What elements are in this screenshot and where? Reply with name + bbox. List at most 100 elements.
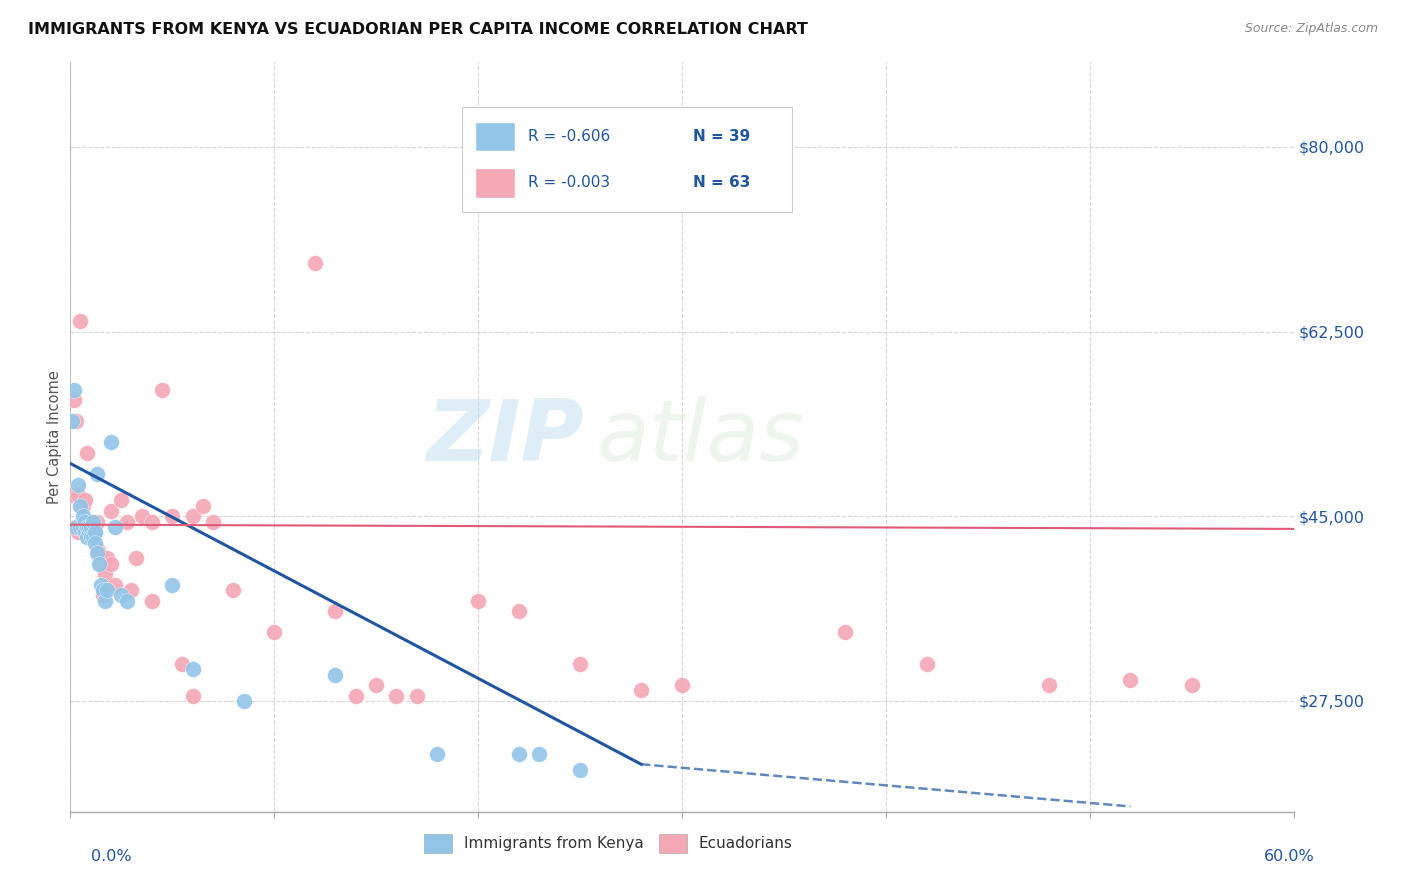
Point: [73, 515, 96, 529]
Point: [385, 689, 408, 703]
Point: [1181, 678, 1204, 692]
Point: [263, 625, 285, 640]
Point: [87, 557, 110, 571]
Point: [77, 524, 100, 539]
Point: [82, 530, 104, 544]
Point: [63, 383, 86, 397]
Point: [630, 683, 652, 698]
Point: [67, 524, 90, 539]
Point: [323, 604, 347, 618]
Point: [834, 625, 856, 640]
Point: [76, 520, 98, 534]
Point: [72, 515, 94, 529]
Point: [141, 593, 163, 607]
Point: [406, 689, 429, 703]
Point: [162, 578, 183, 592]
Point: [87, 546, 110, 560]
Point: [96, 551, 118, 566]
Point: [508, 604, 530, 618]
Point: [366, 678, 388, 692]
Point: [915, 657, 938, 671]
Point: [83, 524, 105, 539]
Text: atlas: atlas: [596, 395, 804, 479]
Point: [91, 588, 114, 602]
Text: Source: ZipAtlas.com: Source: ZipAtlas.com: [1244, 22, 1378, 36]
Point: [222, 583, 245, 598]
Point: [162, 509, 183, 524]
Point: [65, 520, 87, 534]
Point: [91, 583, 114, 598]
Point: [79, 515, 103, 529]
Point: [104, 578, 127, 592]
Text: 0.0%: 0.0%: [91, 849, 132, 863]
Point: [76, 520, 98, 534]
Point: [232, 694, 254, 708]
Point: [426, 747, 449, 761]
Point: [69, 499, 91, 513]
Text: IMMIGRANTS FROM KENYA VS ECUADORIAN PER CAPITA INCOME CORRELATION CHART: IMMIGRANTS FROM KENYA VS ECUADORIAN PER …: [28, 22, 808, 37]
Point: [191, 499, 214, 513]
Point: [65, 414, 87, 428]
Point: [124, 551, 146, 566]
Point: [90, 578, 112, 592]
Point: [73, 524, 96, 539]
Point: [77, 515, 100, 529]
Point: [60, 488, 83, 502]
Point: [73, 493, 96, 508]
Y-axis label: Per Capita Income: Per Capita Income: [46, 370, 62, 504]
Point: [323, 667, 347, 681]
Point: [76, 446, 98, 460]
Point: [94, 593, 117, 607]
Point: [83, 535, 105, 549]
Point: [79, 520, 103, 534]
Text: ZIP: ZIP: [426, 395, 583, 479]
Point: [117, 515, 139, 529]
Point: [150, 383, 173, 397]
Point: [82, 515, 104, 529]
Point: [172, 657, 194, 671]
Point: [110, 493, 132, 508]
Point: [79, 530, 103, 544]
Point: [63, 393, 86, 408]
Point: [79, 530, 103, 544]
Point: [181, 509, 204, 524]
Point: [72, 509, 94, 524]
Legend: Immigrants from Kenya, Ecuadorians: Immigrants from Kenya, Ecuadorians: [416, 826, 800, 860]
Point: [60, 414, 83, 428]
Point: [100, 504, 122, 518]
Point: [69, 520, 91, 534]
Point: [104, 520, 127, 534]
Point: [568, 657, 592, 671]
Point: [67, 488, 90, 502]
Point: [1119, 673, 1142, 687]
Point: [86, 546, 108, 560]
Point: [69, 314, 91, 328]
Point: [344, 689, 367, 703]
Text: 60.0%: 60.0%: [1264, 849, 1315, 863]
Point: [86, 541, 108, 555]
Point: [304, 256, 326, 270]
Point: [181, 689, 204, 703]
Point: [83, 524, 105, 539]
Point: [568, 763, 592, 777]
Point: [181, 662, 204, 676]
Point: [110, 588, 132, 602]
Point: [65, 520, 87, 534]
Point: [73, 524, 96, 539]
Point: [69, 520, 91, 534]
Point: [96, 583, 118, 598]
Point: [202, 515, 225, 529]
Point: [141, 515, 163, 529]
Point: [1038, 678, 1060, 692]
Point: [82, 530, 104, 544]
Point: [77, 524, 100, 539]
Point: [76, 530, 98, 544]
Point: [72, 520, 94, 534]
Point: [100, 557, 122, 571]
Point: [86, 515, 108, 529]
Point: [72, 499, 94, 513]
Point: [82, 520, 104, 534]
Point: [508, 747, 530, 761]
Point: [86, 467, 108, 481]
Point: [121, 583, 143, 598]
